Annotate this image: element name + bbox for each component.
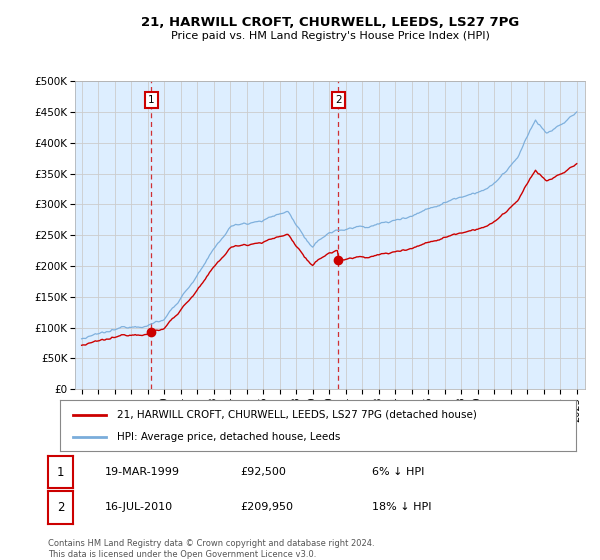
Text: Contains HM Land Registry data © Crown copyright and database right 2024.
This d: Contains HM Land Registry data © Crown c… xyxy=(48,539,374,559)
Text: Price paid vs. HM Land Registry's House Price Index (HPI): Price paid vs. HM Land Registry's House … xyxy=(170,31,490,41)
Text: 18% ↓ HPI: 18% ↓ HPI xyxy=(372,502,431,512)
Text: 1: 1 xyxy=(148,95,154,105)
Text: 21, HARWILL CROFT, CHURWELL, LEEDS, LS27 7PG: 21, HARWILL CROFT, CHURWELL, LEEDS, LS27… xyxy=(141,16,519,29)
Text: 16-JUL-2010: 16-JUL-2010 xyxy=(105,502,173,512)
Text: HPI: Average price, detached house, Leeds: HPI: Average price, detached house, Leed… xyxy=(117,432,340,442)
Text: 2: 2 xyxy=(335,95,341,105)
Text: 1: 1 xyxy=(57,465,64,479)
Text: £209,950: £209,950 xyxy=(240,502,293,512)
Text: 19-MAR-1999: 19-MAR-1999 xyxy=(105,467,180,477)
Text: £92,500: £92,500 xyxy=(240,467,286,477)
Text: 2: 2 xyxy=(57,501,64,514)
Text: 21, HARWILL CROFT, CHURWELL, LEEDS, LS27 7PG (detached house): 21, HARWILL CROFT, CHURWELL, LEEDS, LS27… xyxy=(117,409,476,419)
Text: 6% ↓ HPI: 6% ↓ HPI xyxy=(372,467,424,477)
